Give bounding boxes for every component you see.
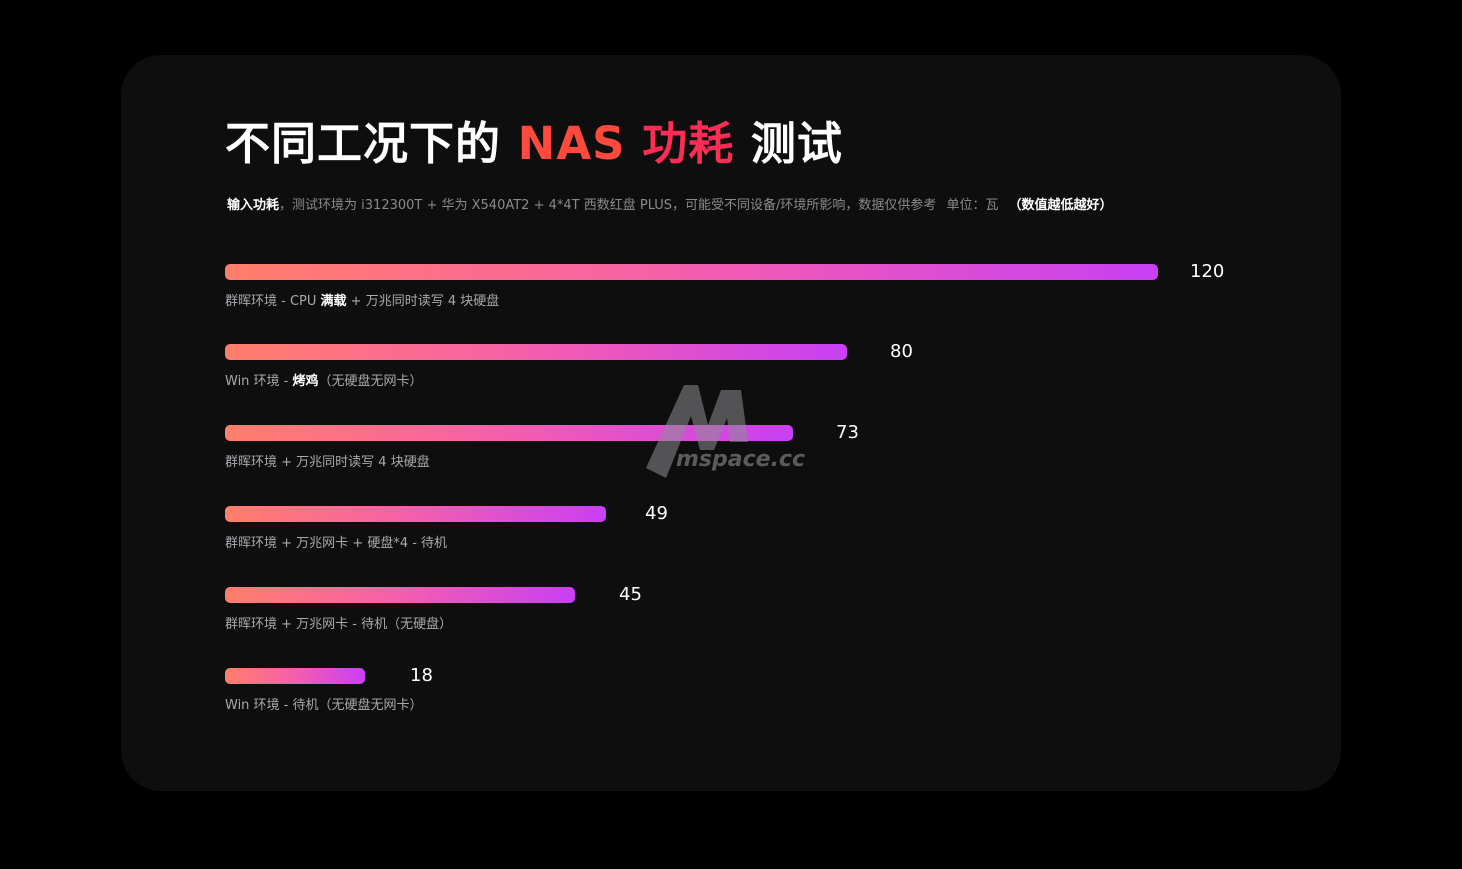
bar-category-label: 群晖环境 - CPU 满载 + 万兆同时读写 4 块硬盘 bbox=[225, 290, 499, 309]
bar-label-text: 群晖环境 + 万兆同时读写 4 块硬盘 bbox=[225, 455, 430, 470]
subtitle-body: 测试环境为 i312300T + 华为 X540AT2 + 4*4T 西数红盘 … bbox=[292, 198, 937, 213]
subtitle-unit: 单位：瓦 bbox=[946, 198, 999, 213]
title-part-4: 测试 bbox=[734, 117, 843, 170]
bar-value-label: 80 bbox=[890, 341, 913, 362]
bar-label-bold: 满载 bbox=[320, 294, 347, 309]
chart-card: 不同工况下的 NAS 功耗 测试 输入功耗，测试环境为 i312300T + 华… bbox=[121, 55, 1341, 791]
bar-value-label: 45 bbox=[619, 584, 642, 605]
chart-title: 不同工况下的 NAS 功耗 测试 bbox=[225, 107, 843, 172]
bar-value-label: 18 bbox=[410, 665, 433, 686]
bar bbox=[225, 587, 575, 603]
bar-label-text: 群晖环境 - CPU bbox=[225, 294, 321, 309]
bar bbox=[225, 506, 606, 522]
bar-category-label: 群晖环境 + 万兆网卡 + 硬盘*4 - 待机 bbox=[225, 532, 447, 551]
bar-chart-area: 120 群晖环境 - CPU 满载 + 万兆同时读写 4 块硬盘 80 Win 环境 … bbox=[121, 55, 1341, 791]
bar-category-label: 群晖环境 + 万兆网卡 - 待机（无硬盘） bbox=[225, 613, 452, 632]
title-accent-nas: NAS bbox=[517, 117, 626, 170]
bar-label-text: + 万兆同时读写 4 块硬盘 bbox=[346, 294, 500, 309]
title-accent-power: 功耗 bbox=[642, 117, 735, 170]
bar-category-label: Win 环境 - 烤鸡（无硬盘无网卡） bbox=[225, 370, 423, 389]
bar-value-label: 49 bbox=[645, 503, 668, 524]
subtitle-lead: 输入功耗 bbox=[227, 198, 280, 213]
chart-subtitle: 输入功耗，测试环境为 i312300T + 华为 X540AT2 + 4*4T … bbox=[227, 194, 1112, 213]
bar-category-label: 群晖环境 + 万兆同时读写 4 块硬盘 bbox=[225, 451, 430, 470]
bar-label-text: Win 环境 - 待机（无硬盘无网卡） bbox=[225, 698, 423, 713]
bar bbox=[225, 425, 793, 441]
bar-label-text: 群晖环境 + 万兆网卡 + 硬盘*4 - 待机 bbox=[225, 536, 448, 551]
title-part-1: 不同工况下的 bbox=[225, 117, 518, 170]
bar-value-label: 120 bbox=[1190, 261, 1225, 282]
subtitle-sep: ， bbox=[279, 198, 293, 213]
bar bbox=[225, 264, 1158, 280]
bar-label-text: （无硬盘无网卡） bbox=[318, 374, 423, 389]
bar bbox=[225, 668, 365, 684]
watermark-text: mspace.cc bbox=[676, 447, 805, 472]
bar-category-label: Win 环境 - 待机（无硬盘无网卡） bbox=[225, 694, 423, 713]
bar-value-label: 73 bbox=[836, 422, 859, 443]
subtitle-note: （数值越低越好） bbox=[1008, 198, 1113, 213]
bar-label-text: 群晖环境 + 万兆网卡 - 待机（无硬盘） bbox=[225, 617, 453, 632]
bar bbox=[225, 344, 847, 360]
watermark-logo: mspace.cc bbox=[646, 385, 805, 478]
bar-label-text: Win 环境 - bbox=[225, 374, 293, 389]
bar-label-bold: 烤鸡 bbox=[292, 374, 319, 389]
